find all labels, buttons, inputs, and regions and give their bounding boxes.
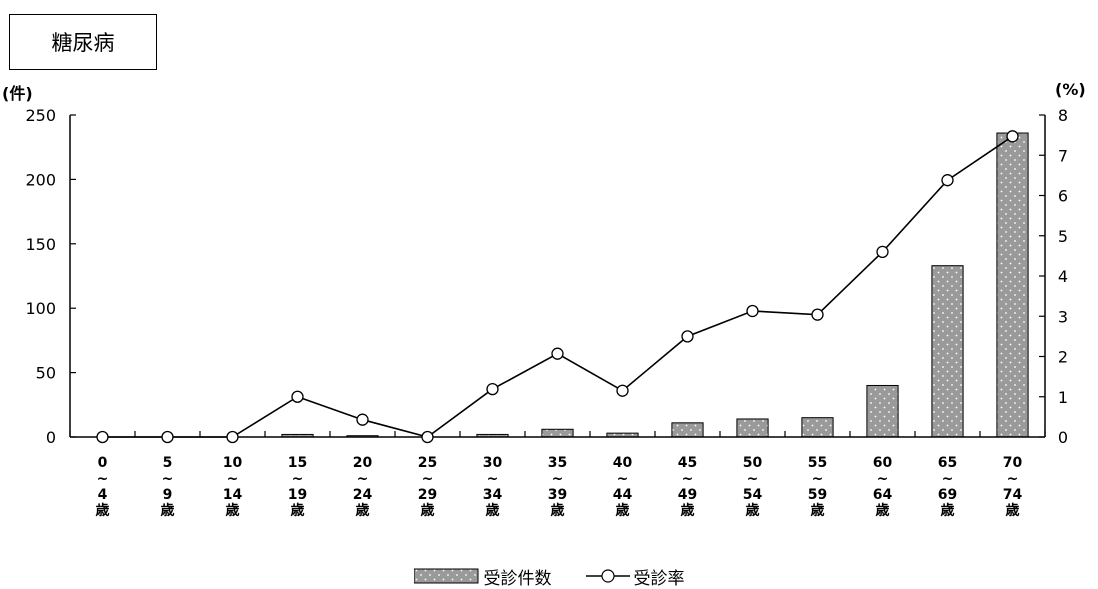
x-label-0: 0 ~4 歳 [96, 455, 110, 519]
right-tick-label-7: 7 [1058, 146, 1068, 165]
x-label-4: 20 ~24 歳 [353, 455, 373, 519]
left-tick-label-100: 100 [25, 299, 56, 318]
bar-7 [541, 428, 574, 438]
x-label-12: 60 ~64 歳 [873, 455, 893, 519]
left-tick-label-0: 0 [46, 428, 56, 447]
right-tick-label-1: 1 [1058, 388, 1068, 407]
x-label-8: 40 ~44 歳 [613, 455, 633, 519]
rate-point-7 [551, 347, 564, 360]
rate-point-4 [356, 413, 369, 426]
x-label-14: 70 ~74 歳 [1003, 455, 1023, 519]
rate-point-1 [161, 430, 174, 444]
left-axis-unit: (件) [2, 84, 33, 103]
right-tick-label-3: 3 [1058, 307, 1068, 326]
rate-point-9 [681, 330, 694, 343]
rate-point-3 [291, 390, 304, 403]
left-tick-label-50: 50 [36, 364, 56, 383]
rate-point-10 [746, 304, 759, 318]
x-label-13: 65 ~69 歳 [938, 455, 957, 519]
legend: 受診件数 受診率 [0, 564, 1098, 589]
right-tick-label-2: 2 [1058, 348, 1068, 367]
rate-point-12 [876, 245, 889, 259]
chart-title-box: 糖尿病 [9, 14, 157, 70]
rate-point-0 [96, 430, 109, 444]
legend-label-bars: 受診件数 [483, 568, 552, 589]
x-label-3: 15 ~19 歳 [288, 455, 307, 519]
legend-bar-swatch [413, 568, 478, 584]
rate-point-14 [1006, 130, 1019, 143]
legend-label-line: 受診率 [633, 568, 685, 589]
left-tick-label-150: 150 [25, 235, 56, 254]
rate-point-2 [226, 430, 239, 444]
legend-item-bars: 受診件数 [413, 564, 552, 589]
bar-13 [931, 265, 964, 438]
x-label-6: 30 ~34 歳 [483, 455, 503, 519]
right-tick-label-8: 8 [1058, 106, 1068, 125]
bar-14 [996, 132, 1029, 438]
bar-12 [866, 384, 899, 438]
x-label-1: 5 ~9 歳 [161, 455, 175, 519]
rate-point-8 [616, 384, 629, 397]
x-label-7: 35 ~39 歳 [548, 455, 567, 519]
x-label-5: 25 ~29 歳 [418, 455, 437, 519]
legend-line-swatch [585, 569, 630, 583]
bar-9 [671, 422, 704, 438]
bar-11 [801, 417, 834, 438]
left-tick-label-250: 250 [25, 106, 56, 125]
x-label-11: 55 ~59 歳 [808, 455, 827, 519]
right-tick-label-5: 5 [1058, 227, 1068, 246]
left-tick-label-200: 200 [25, 170, 56, 189]
rate-point-6 [486, 382, 499, 396]
x-label-9: 45 ~49 歳 [678, 455, 697, 519]
bar-10 [736, 418, 769, 438]
x-label-2: 10 ~14 歳 [223, 455, 243, 519]
rate-point-5 [421, 430, 434, 444]
x-label-10: 50 ~54 歳 [743, 455, 763, 519]
rate-point-13 [941, 174, 954, 187]
right-axis-unit: (%) [1055, 80, 1086, 99]
legend-item-line: 受診率 [585, 564, 685, 589]
right-tick-label-4: 4 [1058, 267, 1068, 286]
right-tick-label-6: 6 [1058, 187, 1068, 206]
rate-point-11 [811, 308, 824, 321]
chart-title: 糖尿病 [51, 31, 115, 55]
chart-canvas: 0 50 100 150 200 250 0 1 2 3 4 5 6 7 8 0 ~4 歳 5 ~9 歳 10 ~14 歳 15… [25, 106, 1068, 519]
right-tick-label-0: 0 [1058, 428, 1068, 447]
